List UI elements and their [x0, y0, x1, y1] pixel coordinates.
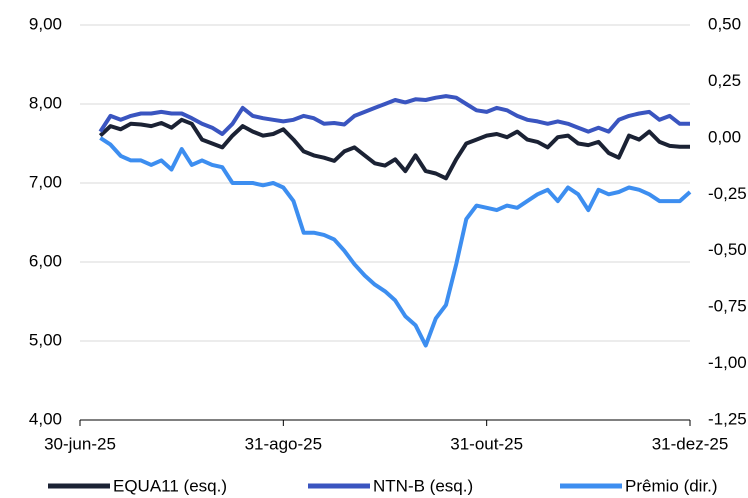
series-line [99, 136, 692, 348]
y-tick-label: 9,00 [29, 14, 62, 33]
y2-tick-label: -0,50 [708, 240, 747, 259]
series-line [98, 94, 690, 136]
x-tick-label: 31-dez-25 [652, 434, 729, 453]
y-tick-label: 7,00 [29, 172, 62, 191]
y-tick-label: 4,00 [29, 409, 62, 428]
y2-tick-label: -0,75 [708, 297, 747, 316]
legend-label: EQUA11 (esq.) [113, 476, 227, 495]
x-tick-label: 31-out-25 [450, 434, 523, 453]
series-line [98, 117, 690, 181]
y-tick-label: 8,00 [29, 93, 62, 112]
y-tick-label: 6,00 [29, 251, 62, 270]
y2-tick-label: 0,00 [708, 127, 741, 146]
y-tick-label: 5,00 [29, 330, 62, 349]
y2-tick-label: -1,25 [708, 409, 747, 428]
legend-label: NTN-B (esq.) [373, 476, 473, 495]
x-tick-label: 30-jun-25 [44, 434, 116, 453]
y2-tick-label: -0,25 [708, 184, 747, 203]
x-tick-label: 31-ago-25 [245, 434, 323, 453]
y2-tick-label: 0,50 [708, 14, 741, 33]
y2-tick-label: -1,00 [708, 353, 747, 372]
y2-tick-label: 0,25 [708, 71, 741, 90]
legend-label: Prêmio (dir.) [625, 476, 718, 495]
